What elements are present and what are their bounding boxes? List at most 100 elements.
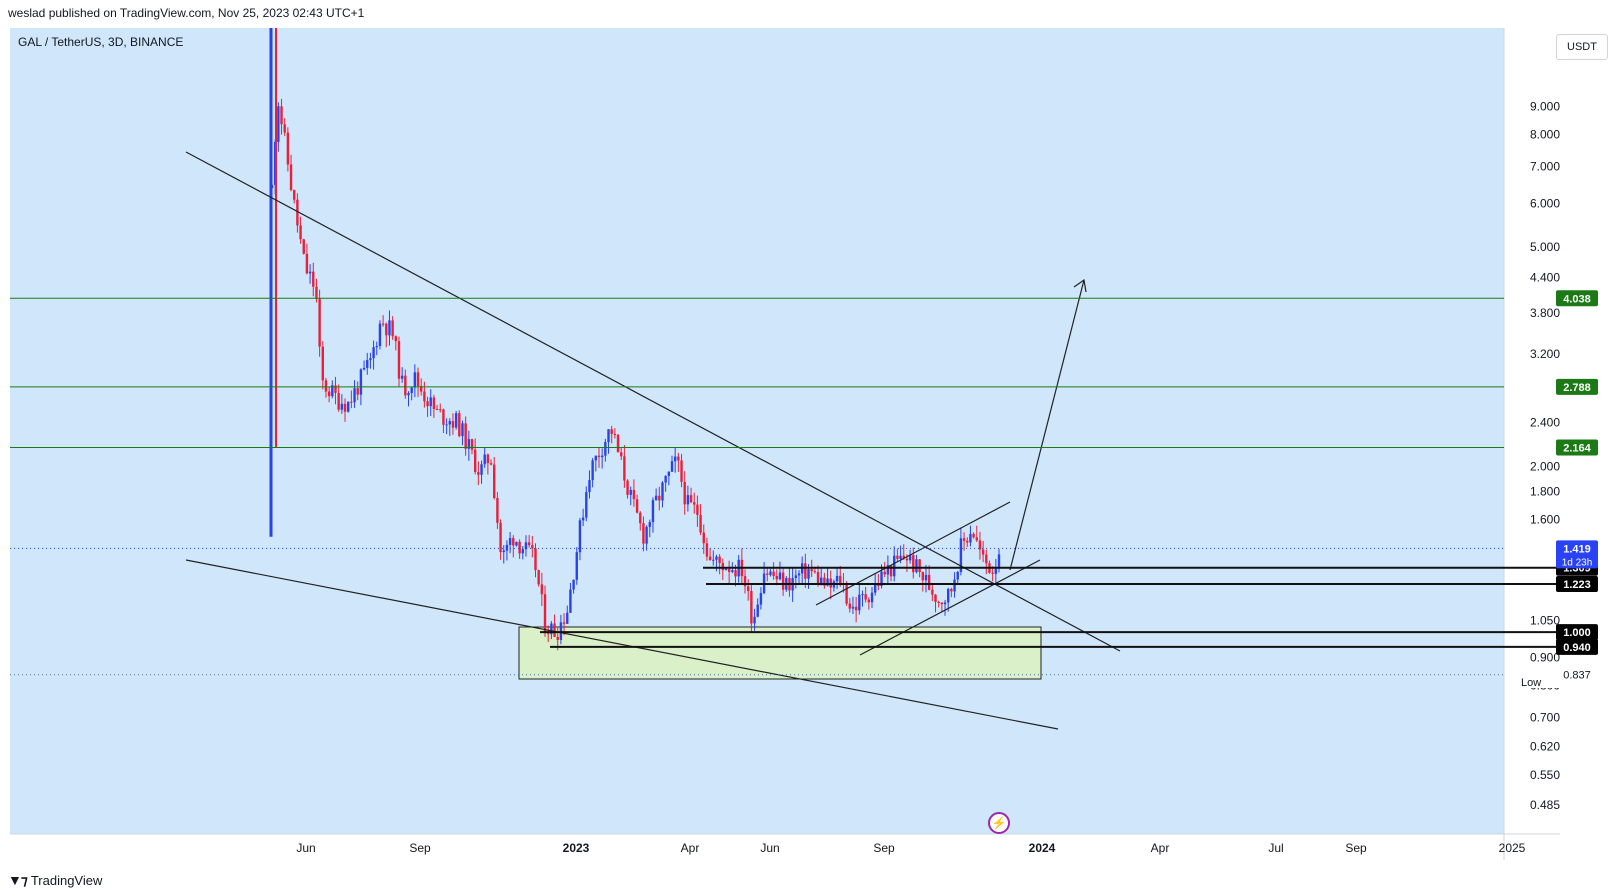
candle-body — [280, 106, 283, 125]
candle-body — [378, 323, 382, 347]
candle-body — [918, 559, 921, 573]
candle-body — [283, 124, 286, 133]
support-2-badge-text: 1.000 — [1563, 627, 1591, 639]
candle-body — [893, 555, 896, 577]
price-tick-9: 2.000 — [1530, 459, 1560, 473]
price-tick-4: 5.000 — [1530, 240, 1560, 254]
candle-body — [702, 532, 705, 544]
candle-body — [299, 225, 302, 240]
support-1-badge — [1556, 575, 1598, 592]
symbol-legend[interactable]: GAL / TetherUS, 3D, BINANCE — [18, 35, 183, 49]
candle-body — [340, 403, 344, 410]
candle-body — [585, 492, 588, 518]
candle-body — [927, 574, 931, 590]
candle-body — [486, 454, 490, 464]
time-tick-9: Sep — [1345, 841, 1367, 855]
candle-body — [813, 571, 817, 573]
candle-body — [331, 385, 334, 397]
time-tick-6: 2024 — [1029, 841, 1056, 855]
candle-body — [458, 413, 461, 437]
candle-body — [743, 576, 747, 587]
currency-selector[interactable]: USDT — [1556, 34, 1608, 60]
candle-body — [435, 408, 439, 410]
demand-zone-layer — [518, 626, 1042, 680]
candle-body — [502, 550, 505, 553]
candle-body — [600, 455, 604, 458]
price-tick-16: 0.620 — [1530, 739, 1560, 753]
candle-body — [864, 594, 867, 600]
candle-body — [661, 482, 664, 501]
candle-body — [483, 454, 486, 465]
candle-body — [293, 189, 296, 200]
time-axis[interactable]: Jun Sep 2023 Apr Jun Sep 2024 Apr Jul Sep 2025 — [296, 841, 1525, 855]
candle-body — [658, 495, 661, 501]
low-marker-value: 0.837 — [1563, 670, 1591, 682]
candle-body — [451, 421, 455, 428]
demand-zone-box[interactable] — [518, 626, 1042, 680]
candle-body — [473, 449, 477, 472]
candle-body — [318, 298, 321, 347]
channel-line-upper[interactable] — [815, 501, 1011, 606]
candle-body — [537, 570, 540, 585]
lightning-icon[interactable]: ⚡ — [988, 812, 1010, 834]
price-tick-1: 8.000 — [1530, 128, 1560, 142]
candle-body — [448, 421, 451, 425]
current-price-countdown: 1d 23h — [1562, 557, 1593, 568]
candle-body — [397, 341, 401, 379]
candle-body — [556, 636, 559, 640]
resistance-0-badge-text: 4.038 — [1563, 293, 1591, 305]
candle-body — [794, 575, 798, 579]
candle-body — [851, 606, 855, 609]
candle-body — [550, 623, 553, 635]
candle-body — [937, 601, 940, 603]
candle-body — [366, 360, 369, 368]
price-tick-6: 3.800 — [1530, 306, 1560, 320]
price-tick-2: 7.000 — [1530, 160, 1560, 174]
candle-body — [388, 320, 391, 336]
candle-body — [680, 460, 683, 482]
target-arrow-line[interactable] — [1009, 279, 1085, 571]
candle-body — [975, 537, 978, 541]
candle-body — [429, 397, 432, 407]
candle-body — [823, 577, 826, 586]
candle-body — [686, 495, 690, 505]
candle-body — [921, 572, 925, 581]
candle-body — [950, 588, 953, 592]
candle-body — [867, 599, 871, 603]
resistance-2-badge-text: 2.164 — [1563, 442, 1591, 454]
candle-body — [464, 423, 467, 449]
candle-body — [604, 442, 607, 456]
candle-body — [810, 569, 813, 572]
resistance-0-badge — [1556, 290, 1598, 307]
time-tick-5: Sep — [873, 841, 895, 855]
candle-body — [873, 583, 877, 593]
candle-body — [372, 347, 375, 359]
downtrend-line-lower[interactable] — [185, 559, 1059, 730]
candle-body — [899, 555, 902, 559]
candle-body — [667, 471, 671, 476]
candle-body — [454, 413, 458, 428]
price-tick-12: 1.050 — [1530, 613, 1560, 627]
candle-body — [496, 497, 499, 523]
footer-brand-label: TradingView — [30, 872, 103, 888]
candle-body — [696, 504, 699, 515]
plot-area[interactable] — [10, 28, 1504, 834]
candle-body — [324, 380, 328, 392]
channel-line-lower[interactable] — [859, 559, 1041, 656]
candle-body — [845, 584, 848, 604]
candle-body — [286, 132, 290, 165]
candle-body — [620, 452, 623, 457]
candles-layer — [269, 28, 1001, 651]
candle-body — [343, 403, 347, 412]
time-tick-0: Jun — [296, 841, 315, 855]
candle-body — [480, 464, 483, 475]
price-axis[interactable]: 9.000 8.000 7.000 6.000 5.000 4.400 3.800 3.200… — [1530, 100, 1560, 813]
footer-brand[interactable]: ▼⁊ TradingView — [8, 870, 102, 890]
candle-body — [969, 533, 972, 543]
candle-body — [953, 579, 956, 592]
candle-body — [835, 575, 839, 582]
candle-body — [385, 323, 388, 336]
candle-body — [543, 594, 547, 634]
candle-body — [410, 387, 413, 393]
